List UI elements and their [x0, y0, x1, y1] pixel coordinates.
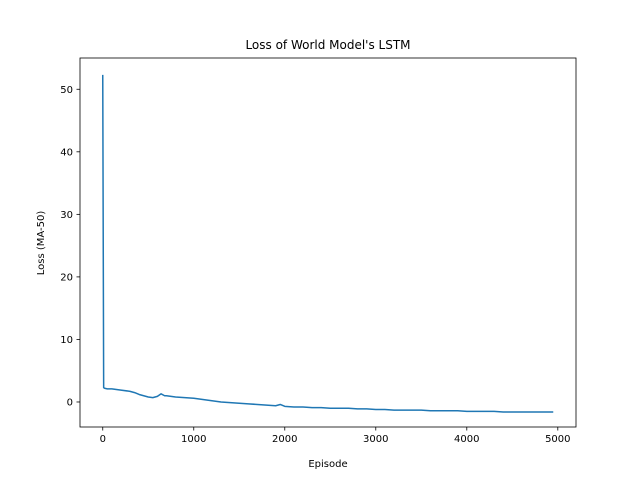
chart-title: Loss of World Model's LSTM: [245, 38, 410, 52]
x-tick-label: 3000: [363, 434, 388, 445]
y-tick-label: 10: [60, 335, 73, 346]
plot-area: [102, 74, 554, 413]
x-tick-label: 0: [100, 434, 106, 445]
y-tick-label: 0: [67, 397, 73, 408]
x-axis-label: Episode: [308, 459, 347, 470]
y-axis-label: Loss (MA-50): [36, 211, 47, 276]
x-tick-label: 4000: [454, 434, 479, 445]
y-tick-label: 20: [60, 272, 73, 283]
plot-frame: [79, 57, 577, 428]
axes: 0 1000 2000 3000 4000 5000 0 10 20 30 40 50: [60, 57, 577, 445]
y-tick-label: 50: [60, 85, 73, 96]
x-tick-label: 2000: [272, 434, 297, 445]
series-line-0: [102, 74, 554, 413]
x-tick-label: 5000: [545, 434, 570, 445]
y-tick-label: 30: [60, 210, 73, 221]
x-tick-label: 1000: [181, 434, 206, 445]
y-tick-label: 40: [60, 147, 73, 158]
